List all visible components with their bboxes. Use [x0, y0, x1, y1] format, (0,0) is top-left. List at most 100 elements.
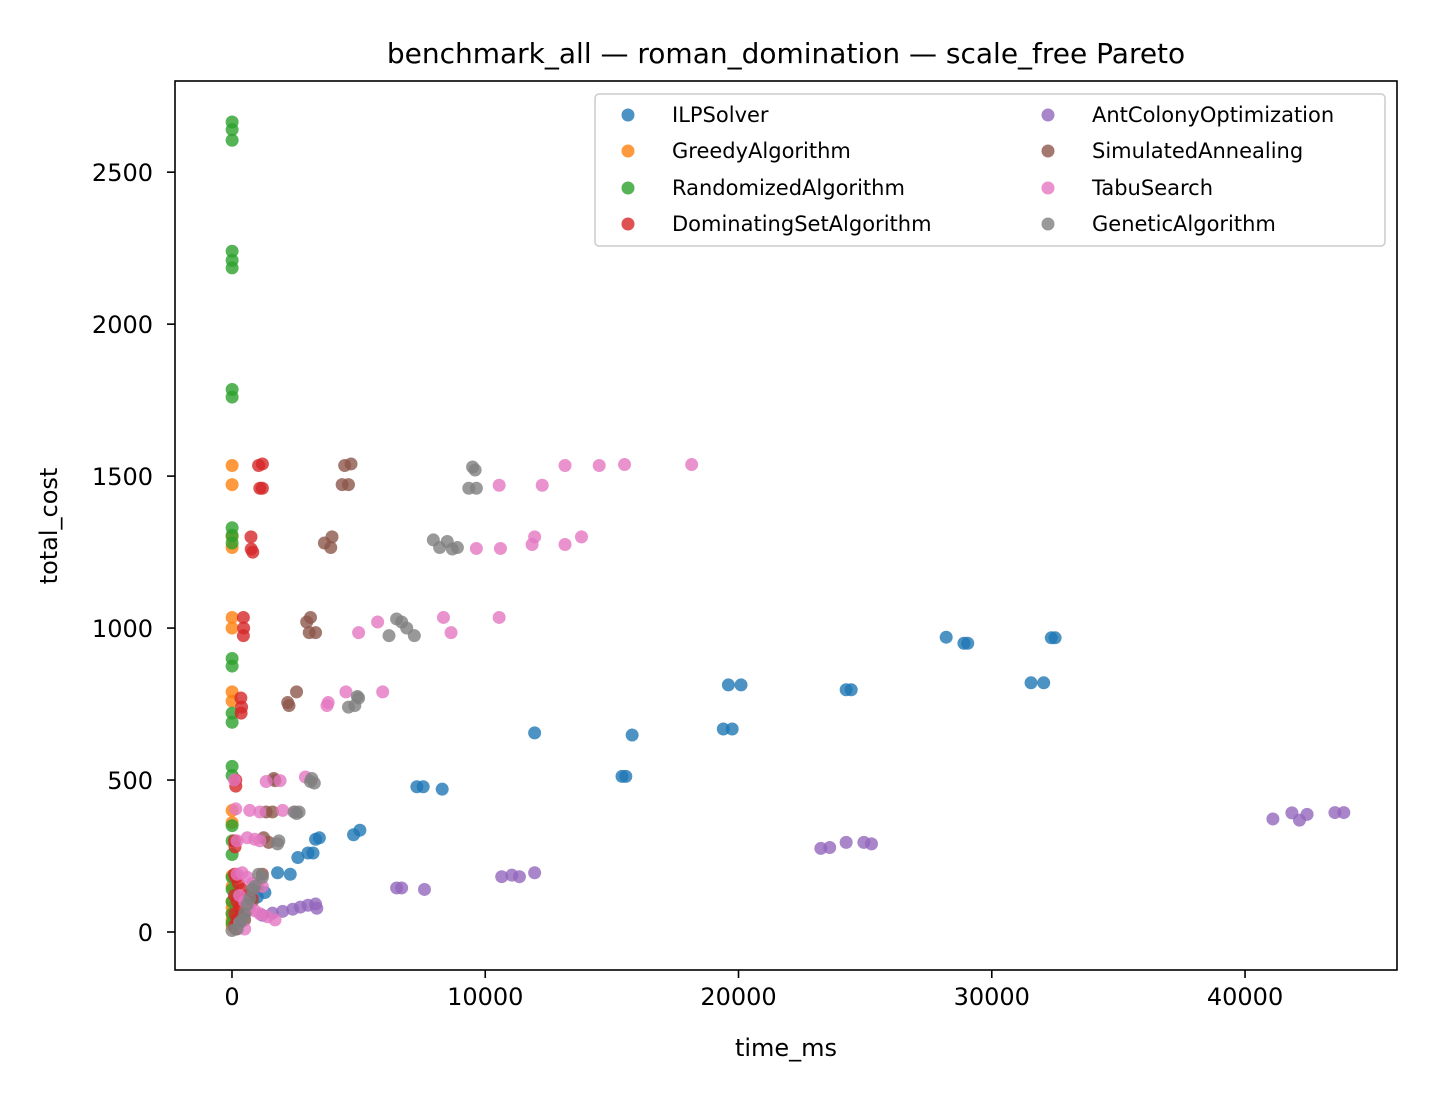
data-point [685, 458, 699, 472]
data-point [306, 846, 320, 860]
data-point [436, 610, 450, 624]
data-point [492, 610, 506, 624]
data-point [291, 851, 305, 865]
data-point [618, 458, 632, 472]
x-axis-label: time_ms [735, 1034, 837, 1062]
x-tick-label: 0 [224, 983, 239, 1011]
data-point [255, 870, 269, 884]
data-point [225, 536, 239, 550]
data-point [273, 774, 287, 788]
x-tick-label: 10000 [447, 983, 523, 1011]
series-ILPSolver [250, 630, 1062, 904]
data-point [276, 803, 290, 817]
legend-frame [594, 93, 1386, 247]
legend-marker [621, 181, 635, 195]
data-point [225, 478, 239, 492]
data-point [325, 530, 339, 544]
legend-label: SimulatedAnnealing [1092, 139, 1303, 163]
data-point [625, 728, 639, 742]
data-point [321, 696, 335, 710]
legend-marker [621, 217, 635, 231]
legend-marker [1041, 181, 1055, 195]
data-point [310, 901, 324, 915]
data-point [339, 685, 353, 699]
plot-frame [174, 80, 1398, 971]
data-point [271, 866, 285, 880]
data-point [535, 478, 549, 492]
data-point [725, 722, 739, 736]
data-point [309, 626, 323, 640]
y-tick-label: 0 [138, 919, 153, 947]
data-point [230, 834, 244, 848]
x-tick-label: 40000 [1207, 983, 1283, 1011]
data-point [352, 691, 366, 705]
data-point [225, 261, 239, 275]
data-point [823, 841, 837, 855]
data-point [435, 782, 449, 796]
legend-label: ILPSolver [672, 103, 769, 127]
data-point [844, 683, 858, 697]
data-point [450, 541, 464, 555]
data-point [528, 866, 542, 880]
y-axis: 0 500 1000 1500 2000 2500 [92, 159, 175, 947]
data-point [417, 882, 431, 896]
data-point [864, 837, 878, 851]
data-point [839, 835, 853, 849]
legend-marker [621, 108, 635, 122]
data-point [1037, 676, 1051, 690]
data-point [225, 923, 239, 937]
data-point [721, 678, 735, 692]
data-point [307, 776, 321, 790]
series-GeneticAlgorithm [225, 460, 483, 937]
y-tick-label: 1000 [92, 615, 153, 643]
data-point [444, 626, 458, 640]
data-point [592, 458, 606, 472]
data-point [225, 659, 239, 673]
data-point [276, 904, 290, 918]
data-point [469, 481, 483, 495]
data-point [416, 780, 430, 794]
data-point [395, 881, 409, 895]
data-point [558, 458, 572, 472]
data-point [353, 823, 367, 837]
data-point [352, 626, 366, 640]
data-point [341, 478, 355, 492]
data-point [525, 537, 539, 551]
legend-label: GreedyAlgorithm [672, 139, 851, 163]
data-point [382, 629, 396, 643]
data-point [734, 678, 748, 692]
x-tick-label: 30000 [954, 983, 1030, 1011]
data-point [324, 541, 338, 555]
data-point [259, 775, 273, 789]
y-tick-label: 500 [107, 767, 153, 795]
data-point [225, 706, 239, 720]
data-point [312, 831, 326, 845]
data-point [255, 457, 269, 471]
data-point [244, 530, 258, 544]
data-point [272, 834, 286, 848]
data-point [574, 530, 588, 544]
data-point [225, 621, 239, 635]
data-point [266, 805, 280, 819]
data-point [225, 244, 239, 258]
legend-marker [1041, 217, 1055, 231]
data-point [236, 610, 250, 624]
data-point [225, 390, 239, 404]
data-point [407, 629, 421, 643]
data-point [225, 715, 239, 729]
data-point [961, 636, 975, 650]
data-point [1337, 806, 1351, 820]
data-point [234, 706, 248, 720]
data-point [225, 759, 239, 773]
data-point [246, 545, 260, 559]
data-point [229, 802, 243, 816]
data-point [558, 537, 572, 551]
data-point [236, 629, 250, 643]
data-point [303, 610, 317, 624]
data-point [493, 541, 507, 555]
data-point [225, 819, 239, 833]
legend-label: DominatingSetAlgorithm [672, 212, 932, 236]
data-point [225, 123, 239, 137]
x-tick-label: 20000 [700, 983, 776, 1011]
data-point [1266, 812, 1280, 826]
